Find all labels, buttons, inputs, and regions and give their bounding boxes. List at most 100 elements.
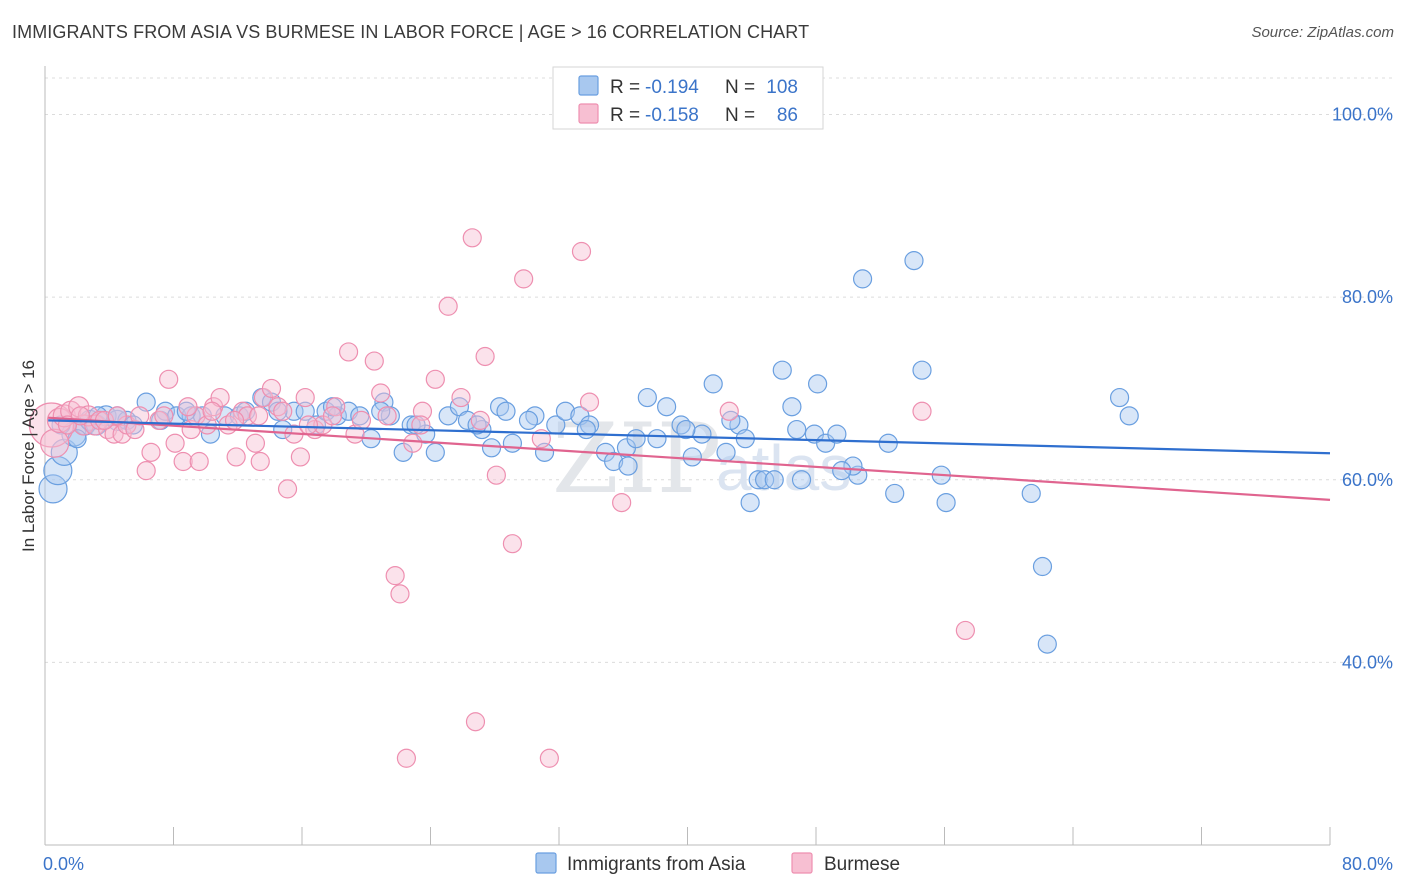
- burmese-point-62: [579, 392, 600, 412]
- burmese-point-23: [189, 451, 209, 472]
- tick-labels: 40.0% 60.0% 80.0% 100.0% 0.0% 80.0%: [43, 105, 1393, 874]
- asia-point-86: [1037, 634, 1057, 654]
- asia-point-51: [604, 451, 624, 472]
- trend-lines: [48, 416, 1331, 501]
- legend-n-value-asia: 108: [766, 77, 798, 98]
- asia-point-64: [740, 492, 760, 513]
- burmese-point-56: [486, 465, 506, 485]
- chart-title: IMMIGRANTS FROM ASIA VS BURMESE IN LABOR…: [12, 22, 810, 42]
- burmese-point-76: [202, 401, 222, 421]
- burmese-point-15: [136, 461, 156, 481]
- asia-point-22: [284, 401, 304, 421]
- asia-point-100: [618, 456, 638, 476]
- legend-r-label-burmese: R =: [610, 105, 640, 126]
- x-tick-label-1: 80.0%: [1342, 854, 1393, 874]
- burmese-point-32: [250, 451, 270, 472]
- burmese-point-77: [224, 410, 245, 431]
- asia-point-103: [791, 470, 812, 490]
- trend-line-asia: [48, 419, 1331, 455]
- asia-point-58: [682, 447, 702, 467]
- burmese-point-80: [298, 415, 319, 435]
- asia-point-81: [912, 360, 932, 380]
- burmese-point-19: [165, 433, 185, 453]
- burmese-point-16: [141, 442, 161, 462]
- asia-point-43: [502, 433, 523, 453]
- burmese-point-73: [130, 406, 150, 426]
- asia-point-40: [481, 438, 502, 458]
- burmese-point-47: [385, 566, 405, 586]
- legend-n-label-burmese: N =: [725, 105, 755, 126]
- asia-point-65: [748, 470, 768, 490]
- burmese-point-53: [451, 387, 471, 408]
- asia-point-60: [703, 374, 723, 394]
- asia-point-59: [692, 424, 712, 444]
- asia-point-84: [1021, 483, 1041, 504]
- asia-point-77: [852, 269, 873, 289]
- burmese-point-36: [277, 479, 298, 499]
- asia-point-74: [827, 424, 847, 444]
- burmese-point-12: [112, 424, 132, 444]
- burmese-point-60: [539, 748, 559, 768]
- legend-top: R = -0.194 N = 108 R = -0.158 N = 86: [552, 66, 824, 130]
- burmese-point-46: [371, 383, 391, 403]
- burmese-point-72: [107, 406, 127, 426]
- asia-point-67: [764, 470, 784, 490]
- legend-bottom: Immigrants from Asia Burmese: [535, 852, 900, 875]
- asia-point-53: [626, 429, 646, 449]
- burmese-point-84: [411, 415, 431, 435]
- burmese-point-78: [249, 406, 269, 426]
- asia-point-55: [647, 429, 667, 449]
- legend-n-label-asia: N =: [725, 77, 755, 98]
- legend-r-label-asia: R =: [610, 77, 640, 98]
- asia-point-68: [772, 360, 792, 380]
- burmese-point-68: [465, 712, 486, 732]
- asia-point-42: [496, 401, 516, 421]
- burmese-point-28: [226, 447, 246, 467]
- burmese-point-34: [261, 378, 282, 399]
- asia-point-104: [832, 461, 852, 481]
- asia-point-47: [555, 401, 576, 421]
- asia-point-72: [808, 374, 828, 394]
- axes: [44, 66, 1331, 846]
- asia-point-0: [38, 474, 68, 504]
- burmese-point-79: [273, 401, 293, 421]
- burmese-point-81: [322, 406, 343, 426]
- burmese-point-55: [475, 346, 495, 367]
- burmese-point-1: [40, 428, 70, 458]
- burmese-point-67: [396, 748, 417, 768]
- burmese-point-31: [245, 433, 266, 453]
- asia-point-66: [754, 470, 775, 490]
- burmese-point-43: [338, 342, 359, 362]
- legend-r-value-asia: -0.194: [645, 77, 699, 98]
- legend-bottom-swatch-asia: [535, 852, 557, 874]
- burmese-point-50: [412, 401, 433, 421]
- asia-point-87: [1109, 387, 1130, 408]
- burmese-point-51: [425, 369, 445, 389]
- burmese-point-20: [173, 451, 193, 472]
- burmese-point-83: [377, 406, 397, 426]
- burmese-point-48: [390, 584, 410, 604]
- grid-lines: [45, 77, 1395, 663]
- burmese-point-58: [514, 269, 534, 289]
- burmese-point-63: [612, 492, 632, 513]
- asia-point-99: [576, 419, 596, 440]
- asia-point-35: [425, 442, 445, 462]
- y-tick-label-3: 100.0%: [1332, 105, 1393, 125]
- burmese-point-38: [290, 447, 310, 467]
- burmese-point-65: [912, 401, 932, 421]
- asia-point-69: [787, 419, 807, 440]
- burmese-point-57: [502, 534, 523, 554]
- burmese-point-85: [470, 410, 490, 431]
- trend-line-burmese: [48, 416, 1331, 501]
- asia-point-93: [268, 401, 288, 421]
- legend-n-value-burmese: 86: [777, 105, 798, 126]
- asia-point-101: [676, 419, 696, 440]
- asia-point-79: [885, 483, 905, 504]
- legend-bottom-label-asia: Immigrants from Asia: [567, 854, 746, 875]
- burmese-point-75: [178, 397, 198, 417]
- burmese-point-45: [364, 351, 384, 371]
- burmese-point-52: [438, 296, 458, 316]
- burmese-point-49: [403, 433, 423, 453]
- source-label: Source: ZipAtlas.com: [1251, 24, 1394, 41]
